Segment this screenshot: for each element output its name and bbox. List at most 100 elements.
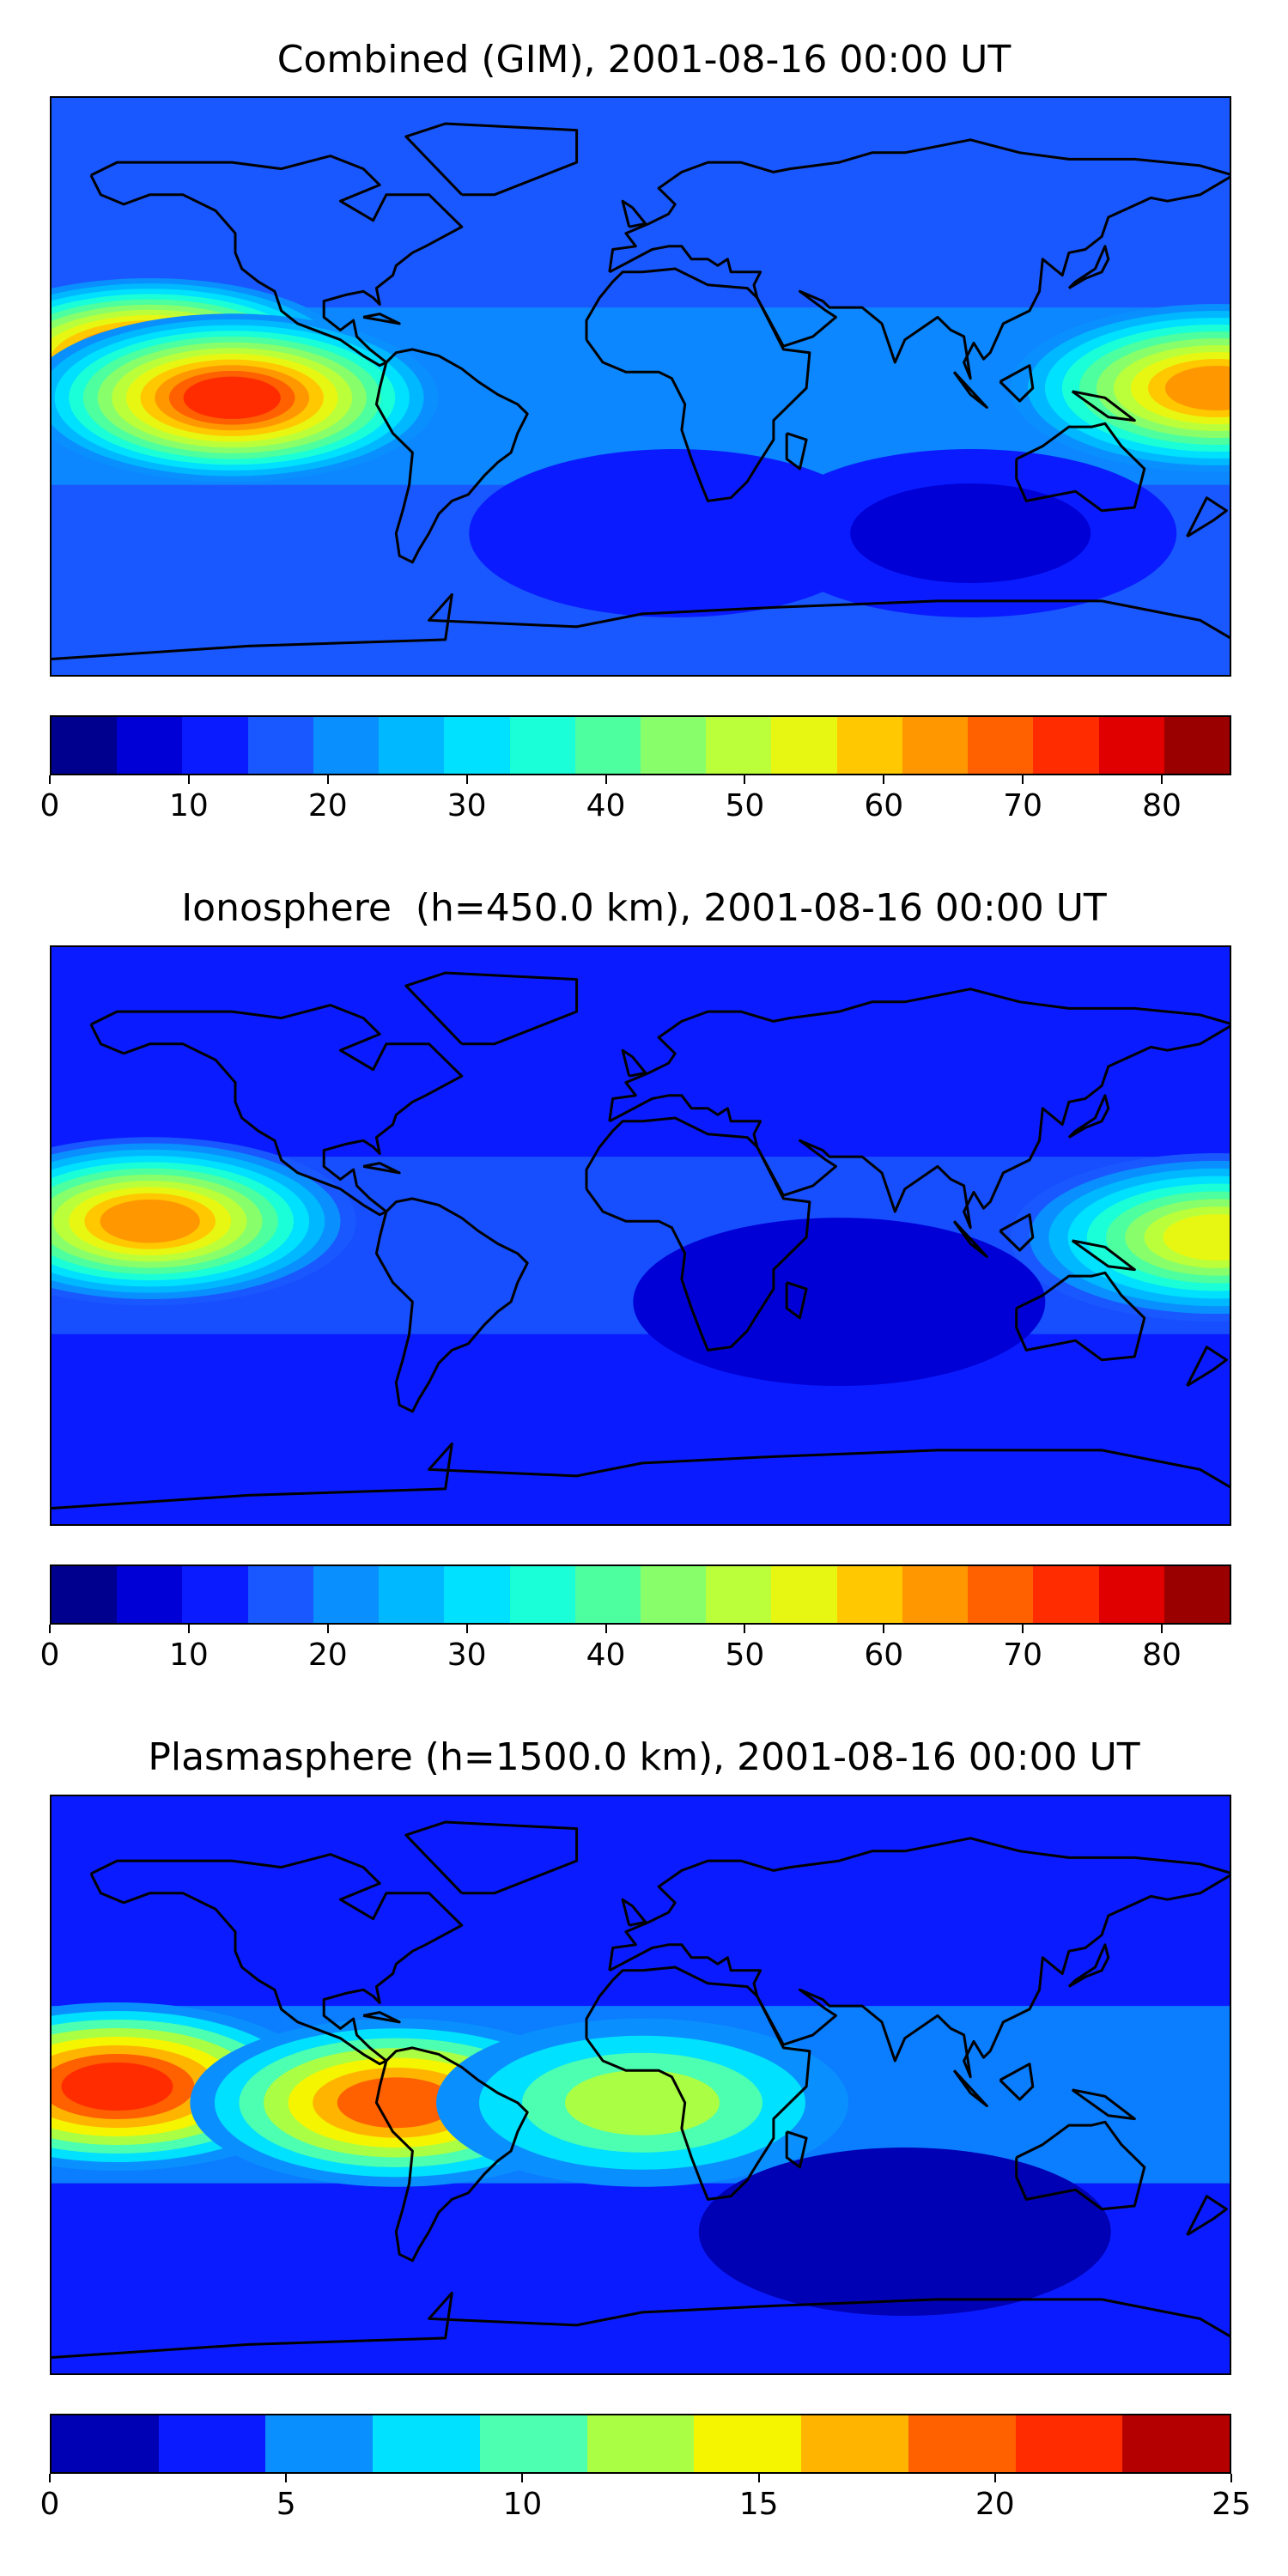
panel-3-title: Plasmasphere (h=1500.0 km), 2001-08-16 0…: [148, 1735, 1140, 1779]
colorbar-tick: [49, 2474, 51, 2482]
colorbar-cell: [968, 1566, 1034, 1623]
colorbar-tick: [521, 2474, 524, 2482]
colorbar-cell: [158, 2415, 266, 2472]
colorbar-cell: [509, 717, 575, 774]
coastline: [1186, 1346, 1228, 1388]
colorbar-tick-label: 10: [168, 788, 209, 823]
colorbar-tick-label: 0: [39, 2487, 60, 2522]
colorbar-tick: [1230, 2474, 1232, 2482]
colorbar-tick: [326, 1625, 329, 1633]
colorbar-tick-label: 50: [725, 1637, 765, 1673]
panel-2-map-svg: [52, 947, 1230, 1524]
coastline: [1015, 422, 1146, 513]
colorbar-tick: [49, 1625, 51, 1633]
coastline: [608, 1837, 1230, 2079]
colorbar-tick-label: 0: [39, 788, 60, 823]
colorbar-tick-label: 0: [39, 1637, 60, 1673]
colorbar-tick-label: 25: [1212, 2487, 1251, 2522]
colorbar-cell: [509, 1566, 575, 1623]
coastline: [585, 1116, 811, 1352]
coastline: [1186, 2195, 1228, 2237]
colorbar-tick: [1161, 1625, 1163, 1633]
panel-2-colorbar: [50, 1564, 1231, 1625]
colorbar-cell: [836, 1566, 902, 1623]
coastline: [1186, 496, 1228, 538]
colorbar-tick-label: 30: [447, 788, 487, 823]
colorbar-cell: [640, 717, 707, 774]
panel-3-map: [50, 1795, 1231, 2375]
map-contour-level: [469, 449, 882, 617]
panel-3-colorbar: [50, 2414, 1231, 2474]
coastline: [621, 1898, 647, 1927]
coastline: [1015, 1271, 1146, 1362]
colorbar-tick-label: 30: [447, 1637, 487, 1673]
coastline: [1071, 1239, 1136, 1272]
coastlines: [52, 1820, 1230, 2359]
coastline: [999, 2063, 1035, 2101]
colorbar-tick: [744, 775, 746, 784]
map-contour-level: [1163, 1214, 1230, 1261]
colorbar-tick: [187, 775, 190, 784]
colorbar-cell: [836, 717, 902, 774]
map-feature-contours: [698, 2148, 1111, 2316]
coastline: [362, 1162, 401, 1175]
colorbar-tick: [285, 2474, 288, 2482]
colorbar-cell: [444, 717, 510, 774]
map-contour-level: [1164, 366, 1230, 410]
coastline: [52, 592, 1230, 660]
colorbar-cell: [379, 717, 445, 774]
coastline: [52, 1442, 1230, 1510]
colorbar-cell: [479, 2415, 587, 2472]
colorbar-tick: [993, 2474, 996, 2482]
map-contour-level: [633, 1218, 1046, 1387]
colorbar-cell: [117, 717, 183, 774]
colorbar-tick-label: 60: [864, 788, 904, 823]
colorbar-cell: [706, 717, 772, 774]
colorbar-tick: [1161, 775, 1163, 784]
coastline: [608, 987, 1230, 1230]
colorbar-tick: [326, 775, 329, 784]
colorbar-cell: [902, 717, 969, 774]
colorbar-tick: [49, 775, 51, 784]
panel-3-map-svg: [52, 1796, 1230, 2373]
coastline: [1071, 2088, 1136, 2121]
coastline: [374, 348, 529, 564]
colorbar-cell: [968, 717, 1034, 774]
coastline: [404, 1820, 579, 1895]
coastline: [374, 1197, 529, 1413]
coastline: [621, 199, 647, 228]
colorbar-cell: [908, 2415, 1016, 2472]
colorbar-tick: [744, 1625, 746, 1633]
colorbar-cell: [1098, 717, 1164, 774]
coastline: [785, 2130, 808, 2169]
colorbar-cell: [902, 1566, 969, 1623]
panel-1-map-svg: [52, 98, 1230, 675]
colorbar-tick-label: 80: [1142, 1637, 1182, 1673]
map-feature-contours: [633, 1218, 1046, 1387]
map-feature-contours: [469, 449, 882, 617]
colorbar-tick-label: 60: [864, 1637, 904, 1673]
colorbar-tick-label: 70: [1003, 788, 1043, 823]
coastline: [785, 1281, 808, 1320]
colorbar-cell: [771, 717, 837, 774]
coastline: [585, 1965, 811, 2201]
panel-1-map: [50, 96, 1231, 677]
colorbar-cell: [640, 1566, 707, 1623]
coastline: [621, 1048, 647, 1078]
colorbar-tick-label: 10: [502, 2487, 543, 2522]
colorbar-cell: [52, 2415, 159, 2472]
colorbar-tick-label: 20: [975, 2487, 1015, 2522]
coastline: [999, 1213, 1035, 1252]
coastline: [89, 1004, 464, 1217]
colorbar-tick-label: 5: [276, 2487, 296, 2522]
colorbar-tick-label: 70: [1003, 1637, 1043, 1673]
coastline: [404, 122, 579, 197]
colorbar-cell: [444, 1566, 510, 1623]
map-feature-contours: [52, 313, 439, 483]
colorbar-cell: [52, 1566, 118, 1623]
colorbar-cell: [379, 1566, 445, 1623]
coastline: [52, 2291, 1230, 2359]
colorbar-tick: [1022, 1625, 1024, 1633]
colorbar-cell: [706, 1566, 772, 1623]
coastline: [785, 432, 808, 471]
